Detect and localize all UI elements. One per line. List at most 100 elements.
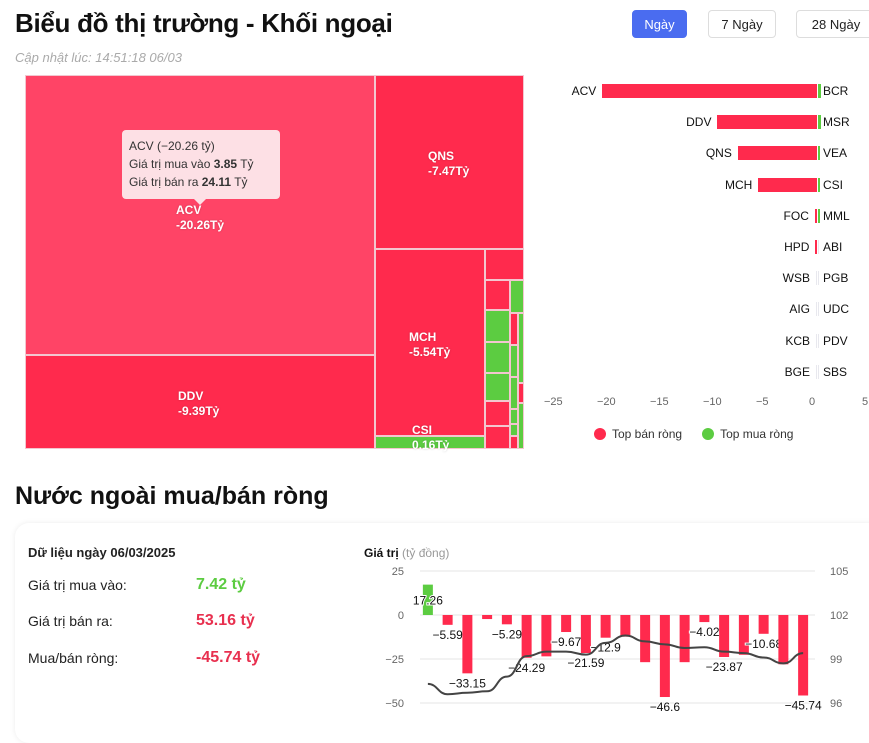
x-tick-label: 0 (809, 396, 816, 408)
bar-value-label: −46.6 (650, 700, 681, 714)
bar-value-label: −9.67 (551, 635, 582, 649)
treemap-cell-small[interactable] (485, 373, 510, 401)
sell-symbol-label: KCB (785, 333, 810, 348)
sell-bar[interactable] (816, 302, 817, 317)
buy-bar[interactable] (818, 84, 822, 98)
treemap-cell-small[interactable] (510, 280, 524, 313)
net-flow-bar[interactable] (580, 615, 591, 653)
bar-value-label: −5.59 (432, 628, 463, 642)
treemap-cell-small[interactable] (485, 401, 510, 426)
net-flow-bar[interactable] (482, 615, 493, 620)
net-flow-bar[interactable] (738, 615, 749, 655)
treemap-cell-small[interactable] (485, 249, 524, 280)
buy-bar[interactable] (818, 146, 821, 161)
treemap-cell-mch[interactable]: MCH -5.54Tỷ (375, 249, 485, 436)
buy-bar[interactable] (818, 333, 819, 348)
sell-bar[interactable] (816, 271, 817, 286)
net-flow-bar[interactable] (640, 615, 651, 663)
treemap-cell-small[interactable] (485, 280, 510, 310)
treemap-cell-ddv[interactable]: DDV -9.39Tỷ (25, 355, 375, 449)
net-flow-bar[interactable] (798, 615, 809, 696)
net-flow-bar[interactable] (778, 615, 789, 665)
cell-value: -20.26Tỷ (176, 218, 225, 232)
value-axis-title: Giá trị (tỷ đồng) (364, 546, 449, 560)
net-flow-bar[interactable] (719, 615, 730, 658)
bar-value-label: −33.15 (449, 676, 486, 690)
axis-unit: (tỷ đồng) (402, 546, 450, 560)
treemap-cell-small[interactable] (510, 377, 518, 409)
buy-bar[interactable] (818, 240, 819, 254)
treemap-cell-csi[interactable]: CSI 0.16Tỷ (375, 423, 485, 452)
sell-bar[interactable] (737, 146, 817, 161)
treemap-cell-small[interactable] (518, 403, 524, 449)
net-flow-bar[interactable] (422, 584, 433, 615)
buy-bar[interactable] (818, 208, 820, 223)
treemap-cell-small[interactable] (510, 424, 518, 436)
net-flow-bar[interactable] (699, 615, 710, 623)
treemap-cell-small[interactable] (485, 310, 510, 342)
buy-bar[interactable] (818, 115, 822, 130)
buy-bar[interactable] (818, 364, 819, 379)
sell-bar[interactable] (816, 364, 817, 379)
treemap-cell-small[interactable] (485, 342, 510, 373)
sell-symbol-label: FOC (783, 208, 809, 223)
net-flow-bar[interactable] (462, 615, 473, 674)
y-tick-label: −25 (385, 654, 404, 666)
net-flow-bar[interactable] (521, 615, 532, 658)
x-tick-label: −20 (597, 396, 616, 408)
treemap-cell-small[interactable] (510, 409, 518, 424)
x-tick-label: −15 (650, 396, 669, 408)
buy-symbol-label: UDC (823, 302, 849, 317)
sell-bar[interactable] (815, 240, 817, 254)
sell-bar[interactable] (814, 208, 817, 223)
range-28-days-button[interactable]: 28 Ngày (796, 10, 869, 38)
treemap-cell-qns[interactable]: QNS -7.47Tỷ (375, 75, 524, 249)
cell-value: -5.54Tỷ (409, 345, 451, 359)
buy-bar[interactable] (818, 271, 819, 286)
buy-symbol-label: ABI (823, 240, 843, 254)
treemap-cell-small[interactable] (510, 313, 518, 345)
net-flow-bar[interactable] (758, 615, 769, 634)
treemap-cell-small[interactable] (510, 436, 518, 449)
legend-sell[interactable]: Top bán ròng (594, 427, 682, 441)
sell-bar[interactable] (717, 115, 817, 130)
treemap-cell-small[interactable] (518, 313, 524, 383)
treemap-cell-small[interactable] (518, 383, 524, 403)
tooltip-title: ACV (−20.26 tỷ) (129, 139, 215, 153)
net-flow-bar[interactable] (600, 615, 611, 638)
net-flow-bar[interactable] (659, 615, 670, 698)
range-day-button[interactable]: Ngày (632, 10, 687, 38)
index-line (427, 634, 804, 696)
net-flow-chart: 25 105 0 102 −25 99 −50 96 17.26 −5.59 −33.15 −5.29… (385, 566, 848, 715)
net-flow-bar[interactable] (679, 615, 690, 663)
tooltip-unit: Tỷ (234, 175, 248, 189)
net-flow-bar[interactable] (442, 615, 453, 625)
page-title: Biểu đồ thị trường - Khối ngoại (15, 8, 393, 38)
treemap-cell-small[interactable] (510, 345, 518, 377)
buy-bar[interactable] (818, 177, 820, 192)
buy-symbol-label: VEA (823, 146, 848, 161)
net-flow-bar[interactable] (620, 615, 631, 637)
sell-bar[interactable] (758, 177, 817, 192)
tooltip-unit: Tỷ (240, 157, 254, 171)
chart-legend: Top bán ròng Top mua ròng (594, 427, 793, 441)
cell-symbol: MCH (409, 330, 437, 344)
net-label: Mua/bán ròng: (28, 650, 119, 666)
net-flow-bar[interactable] (561, 615, 572, 633)
sell-symbol-label: HPD (784, 240, 810, 254)
legend-buy[interactable]: Top mua ròng (702, 427, 793, 441)
net-value: -45.74 tỷ (196, 649, 261, 666)
net-flow-bar[interactable] (501, 615, 512, 625)
net-flow-bar[interactable] (541, 615, 552, 657)
legend-dot-icon (702, 428, 715, 440)
sell-bar[interactable] (602, 84, 817, 98)
range-7-days-button[interactable]: 7 Ngày (708, 10, 776, 38)
y2-tick-label: 105 (830, 566, 848, 578)
x-tick-label: −10 (703, 396, 722, 408)
buy-bar[interactable] (818, 302, 819, 317)
sell-bar[interactable] (816, 333, 817, 348)
treemap-cell-acv[interactable]: ACV -20.26Tỷ (25, 75, 375, 355)
section-title: Nước ngoài mua/bán ròng (15, 482, 329, 510)
treemap-cell-small[interactable] (485, 426, 510, 449)
sell-value: 53.16 tỷ (196, 612, 255, 629)
